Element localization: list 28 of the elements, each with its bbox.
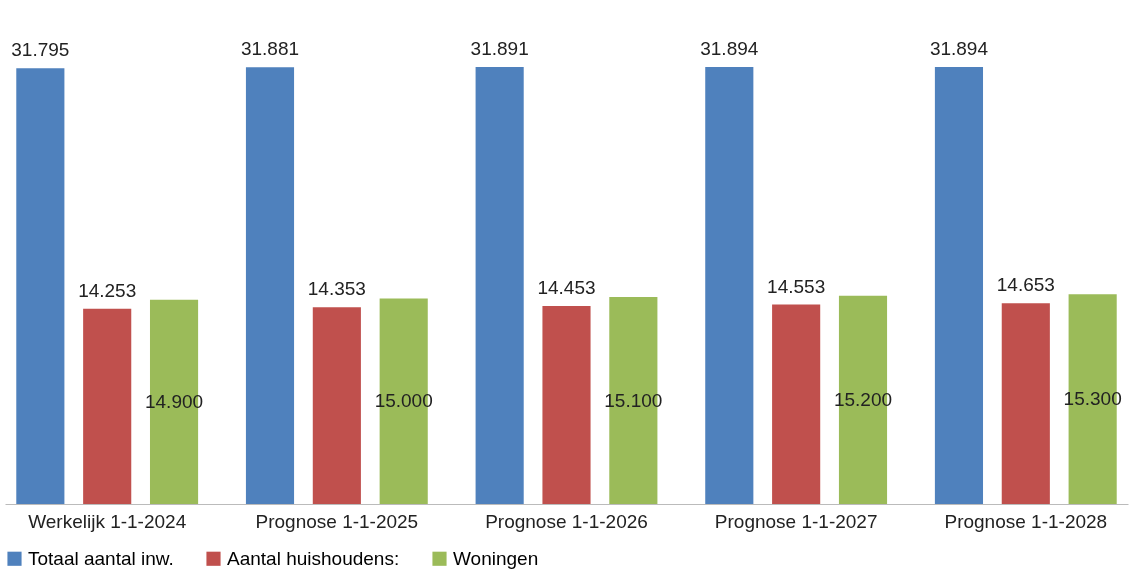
data-label: 14.653 bbox=[996, 274, 1055, 296]
x-tick-label: Prognose 1-1-2028 bbox=[944, 510, 1108, 532]
x-tick-label: Werkelijk 1-1-2024 bbox=[28, 510, 187, 532]
bar bbox=[772, 304, 821, 504]
bar bbox=[245, 67, 295, 504]
data-label: 14.353 bbox=[307, 278, 366, 300]
x-tick-label: Prognose 1-1-2025 bbox=[255, 510, 419, 532]
bar bbox=[934, 67, 984, 504]
bar bbox=[542, 305, 591, 504]
data-label: 14.453 bbox=[537, 276, 596, 298]
data-label: 31.894 bbox=[929, 38, 989, 59]
x-tick-label: Prognose 1-1-2026 bbox=[485, 510, 648, 532]
data-label: 31.881 bbox=[240, 38, 300, 60]
bar bbox=[83, 308, 132, 504]
x-tick-label: Prognose 1-1-2027 bbox=[714, 510, 878, 532]
legend-label: Woningen bbox=[453, 547, 539, 569]
data-label: 31.894 bbox=[700, 38, 759, 59]
bar bbox=[1001, 303, 1050, 504]
data-label: 31.891 bbox=[470, 38, 529, 60]
data-label: 14.253 bbox=[78, 279, 137, 301]
bar bbox=[705, 67, 754, 504]
legend-label: Aantal huishoudens: bbox=[227, 547, 400, 569]
bar bbox=[312, 307, 361, 504]
data-label: 31.795 bbox=[11, 39, 70, 61]
bar bbox=[16, 68, 65, 504]
bar bbox=[475, 67, 524, 504]
legend-label: Totaal aantal inw. bbox=[28, 547, 174, 569]
data-label: 14.553 bbox=[767, 275, 826, 297]
